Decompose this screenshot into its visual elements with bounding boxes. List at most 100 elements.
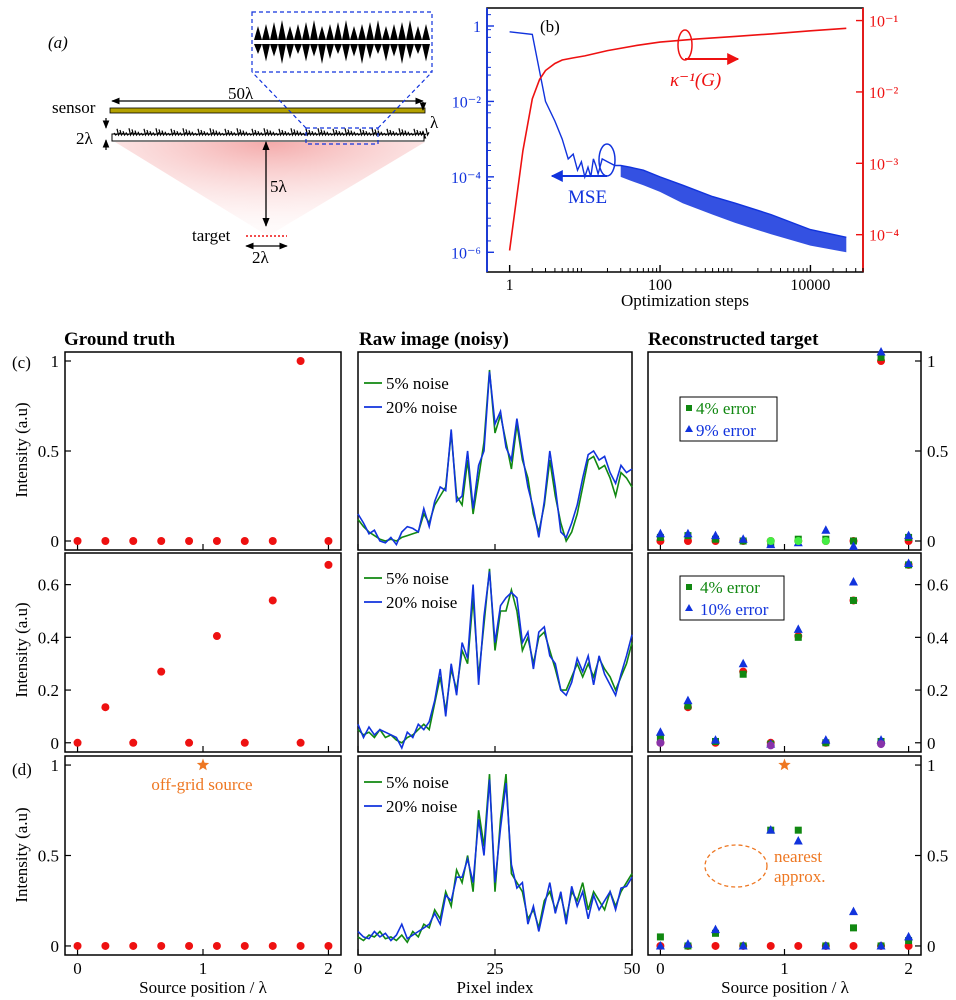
- data-point-circle: [877, 740, 886, 749]
- y-tick-label: 1: [51, 756, 60, 775]
- y-tick-label: 0.2: [38, 681, 59, 700]
- panel-c1-raw: [357, 351, 633, 551]
- y-tick-label: 1: [927, 352, 936, 371]
- ylabel-row1: Intensity (a.u): [12, 402, 31, 497]
- data-point-square: [849, 924, 857, 932]
- data-point-square: [877, 353, 885, 361]
- y-tick-label: 0.4: [38, 628, 60, 647]
- nearest-ellipse: [704, 844, 768, 888]
- data-point-square: [905, 937, 913, 945]
- data-point-triangle: [711, 530, 721, 540]
- panel-c2-gt: 0 0.2 0.4 0.6: [38, 552, 342, 753]
- legend-box: [679, 396, 778, 442]
- data-point-circle: [821, 537, 830, 545]
- data-point-triangle: [683, 528, 693, 538]
- legend-recon-row1: 4% error 9% error: [679, 396, 778, 442]
- y-tick-label: 0.5: [38, 442, 59, 461]
- data-point-circle: [268, 941, 277, 950]
- data-point-circle: [73, 537, 82, 545]
- data-point-circle: [324, 941, 333, 950]
- panel-b-label: (b): [540, 17, 560, 36]
- data-point-triangle: [655, 727, 665, 736]
- distance-label: 5λ: [270, 177, 288, 196]
- data-point-circle: [73, 738, 82, 747]
- title-raw-image: Raw image (noisy): [359, 329, 509, 350]
- data-point-square: [739, 670, 747, 678]
- data-point-circle: [157, 537, 166, 545]
- y-tick-label: 0.6: [38, 576, 59, 595]
- data-point-triangle: [738, 940, 748, 950]
- legend-box: [679, 575, 785, 621]
- data-point-triangle: [848, 906, 858, 916]
- data-point-triangle: [683, 695, 693, 705]
- data-point-circle: [324, 537, 333, 545]
- data-point-star: [196, 758, 210, 771]
- metasurface: [111, 128, 430, 142]
- y-tick-label: 0.5: [927, 847, 948, 866]
- panel-c1-gt: 00.51: [38, 351, 342, 551]
- zoom-region: [305, 127, 379, 145]
- panel-b-right-tick-label: 10⁻⁴: [869, 228, 899, 245]
- mse-line: [509, 31, 847, 238]
- series-line: [357, 571, 633, 751]
- zoom-line-left: [251, 71, 307, 129]
- zoom-inset: [251, 11, 433, 73]
- data-point-circle: [849, 941, 858, 950]
- series-line: [357, 779, 633, 942]
- ylabel-row2: Intensity (a.u): [12, 602, 31, 697]
- xlabel-gt: Source position / λ: [139, 978, 267, 997]
- data-point-circle: [268, 596, 277, 605]
- gap-lambda-label: λ: [430, 113, 439, 132]
- legend-text-noise5: 5% noise: [386, 374, 449, 393]
- legend-text-noise20: 20% noise: [386, 797, 457, 816]
- data-point-circle: [656, 738, 665, 747]
- data-point-triangle: [793, 836, 803, 845]
- y-tick-label: 0.4: [927, 628, 949, 647]
- panel-b-x-tick-label: 100: [648, 277, 672, 294]
- x-tick-label: 0: [73, 959, 82, 978]
- x-tick-label: 0: [656, 959, 665, 978]
- data-point-circle: [101, 537, 110, 545]
- y-tick-label: 1: [927, 756, 936, 775]
- x-tick-label: 50: [624, 959, 641, 978]
- data-point-triangle: [711, 735, 721, 744]
- series-line: [357, 371, 633, 547]
- legend-text-noise5: 5% noise: [386, 569, 449, 588]
- data-point-circle: [240, 941, 249, 950]
- xlabel-raw: Pixel index: [457, 978, 534, 997]
- panel-b-left-tick-label: 1: [473, 19, 481, 36]
- data-point-triangle: [821, 525, 831, 534]
- y-tick-label: 0.6: [927, 576, 948, 595]
- data-point-triangle: [766, 825, 776, 834]
- panel-b-right-tick-label: 10⁻³: [869, 156, 898, 173]
- panel-b-x-tick-label: 10000: [790, 277, 830, 294]
- legend-text-noise20: 20% noise: [386, 398, 457, 417]
- legend-text-err-a: 4% error: [700, 578, 760, 597]
- data-point-triangle: [738, 658, 748, 668]
- data-point-circle: [296, 357, 305, 365]
- panel-b-right-tick-label: 10⁻¹: [869, 14, 898, 31]
- legend-recon-row2: 4% error 10% error: [679, 575, 785, 621]
- x-tick-label: 0: [354, 959, 363, 978]
- kappa-line: [508, 27, 847, 251]
- panel-b-chart: 1 10⁻² 10⁻⁴ 10⁻⁶ 10⁻¹ 10⁻² 10⁻³ 10⁻⁴ 1 100 10000 (…: [451, 7, 899, 310]
- x-tick-label: 25: [487, 959, 504, 978]
- panel-c1-recon: 00.51: [647, 347, 948, 551]
- data-point-triangle: [711, 924, 721, 934]
- series-line: [357, 774, 633, 944]
- x-tick-label: 1: [780, 959, 789, 978]
- panel-b-right-tick-label: 10⁻²: [869, 85, 898, 102]
- panel-c2-recon: 0 0.2 0.4 0.6: [647, 552, 949, 753]
- data-point-circle: [212, 632, 221, 641]
- y-tick-label: 1: [51, 352, 60, 371]
- zoom-line-right: [377, 71, 433, 129]
- legend-text-noise20: 20% noise: [386, 593, 457, 612]
- data-point-circle: [766, 741, 775, 750]
- y-tick-label: 0: [927, 937, 936, 956]
- data-point-square: [849, 537, 857, 545]
- y-tick-label: 0: [51, 734, 60, 753]
- illumination-cone: [115, 142, 425, 236]
- legend-square-marker: [686, 584, 692, 590]
